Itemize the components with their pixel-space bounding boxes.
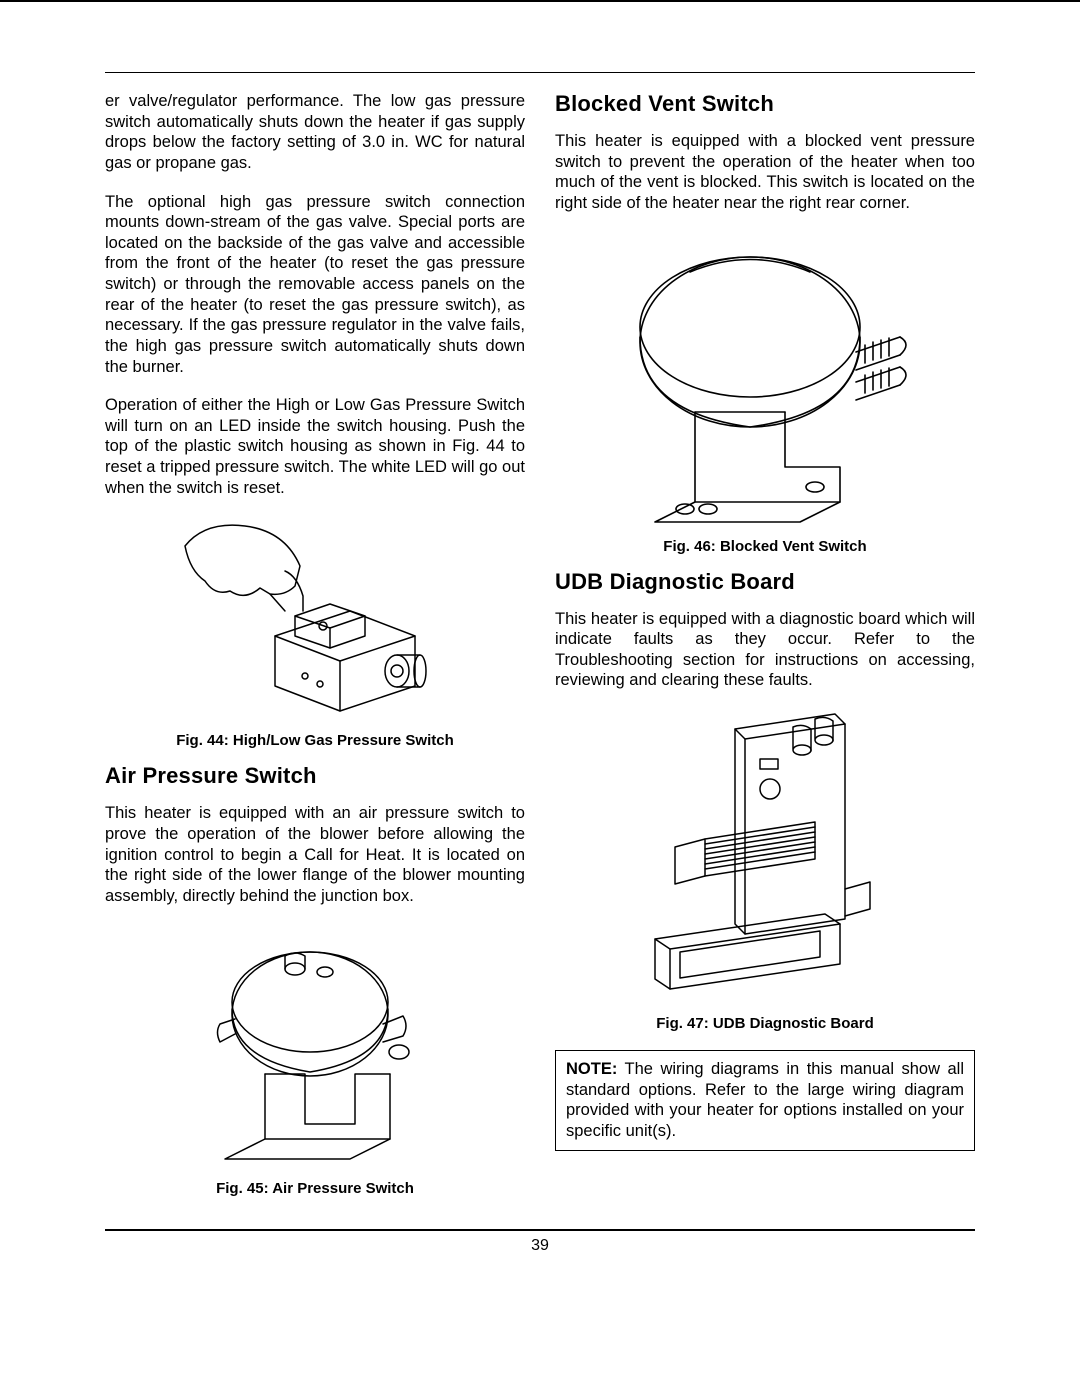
paragraph: This heater is equipped with a diagnosti… (555, 609, 975, 692)
columns-container: er valve/regulator performance. The low … (105, 91, 975, 1211)
note-label: NOTE: (566, 1060, 617, 1078)
udb-heading: UDB Diagnostic Board (555, 569, 975, 595)
pressure-switch-illustration (175, 516, 455, 726)
figure-caption: Fig. 44: High/Low Gas Pressure Switch (105, 732, 525, 749)
paragraph: This heater is equipped with a blocked v… (555, 131, 975, 214)
note-box: NOTE: The wiring diagrams in this manual… (555, 1050, 975, 1151)
paragraph: This heater is equipped with an air pres… (105, 803, 525, 906)
blocked-vent-switch-illustration (600, 232, 930, 532)
figure-46: Fig. 46: Blocked Vent Switch (555, 232, 975, 555)
left-column: er valve/regulator performance. The low … (105, 91, 525, 1211)
figure-45: Fig. 45: Air Pressure Switch (105, 924, 525, 1197)
page: er valve/regulator performance. The low … (0, 0, 1080, 1295)
paragraph: Operation of either the High or Low Gas … (105, 395, 525, 498)
top-rule (105, 72, 975, 73)
figure-47: Fig. 47: UDB Diagnostic Board (555, 709, 975, 1032)
figure-caption: Fig. 47: UDB Diagnostic Board (555, 1015, 975, 1032)
figure-44: Fig. 44: High/Low Gas Pressure Switch (105, 516, 525, 749)
right-column: Blocked Vent Switch This heater is equip… (555, 91, 975, 1211)
air-pressure-switch-illustration (195, 924, 435, 1174)
paragraph: The optional high gas pressure switch co… (105, 192, 525, 378)
figure-caption: Fig. 46: Blocked Vent Switch (555, 538, 975, 555)
blocked-vent-heading: Blocked Vent Switch (555, 91, 975, 117)
udb-board-illustration (615, 709, 915, 1009)
paragraph: er valve/regulator performance. The low … (105, 91, 525, 174)
figure-caption: Fig. 45: Air Pressure Switch (105, 1180, 525, 1197)
note-text: The wiring diagrams in this manual show … (566, 1060, 964, 1140)
air-pressure-heading: Air Pressure Switch (105, 763, 525, 789)
bottom-rule (105, 1229, 975, 1231)
page-number: 39 (105, 1237, 975, 1255)
